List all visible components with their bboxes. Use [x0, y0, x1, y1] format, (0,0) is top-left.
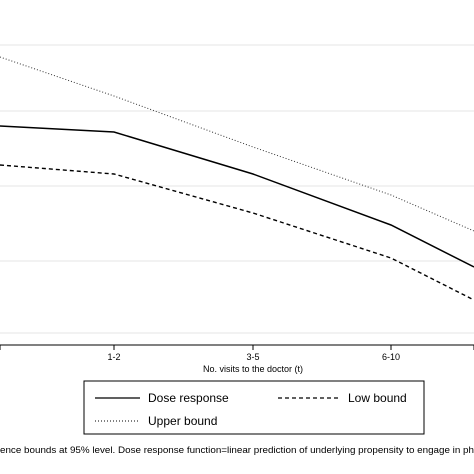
figure-note: ence bounds at 95% level. Dose response …: [0, 445, 474, 455]
legend-label-low-bound: Low bound: [348, 391, 407, 405]
series-line-dose-response: [0, 125, 474, 268]
x-tick-label-1: 1-2: [107, 352, 120, 362]
legend: Dose response Low bound Upper bound: [83, 380, 425, 435]
legend-label-dose-response: Dose response: [148, 391, 229, 405]
series-line-low-bound: [0, 164, 474, 301]
x-tick-label-2: 3-5: [246, 352, 259, 362]
series-line-upper-bound: [0, 56, 474, 232]
series-lines: [0, 56, 474, 301]
legend-label-upper-bound: Upper bound: [148, 414, 217, 428]
legend-box: [83, 380, 425, 435]
x-axis: 1-2 3-5 6-10: [0, 344, 474, 362]
gridlines: [0, 44, 474, 334]
x-tick-label-3: 6-10: [382, 352, 400, 362]
x-axis-title: No. visits to the doctor (t): [203, 364, 303, 374]
